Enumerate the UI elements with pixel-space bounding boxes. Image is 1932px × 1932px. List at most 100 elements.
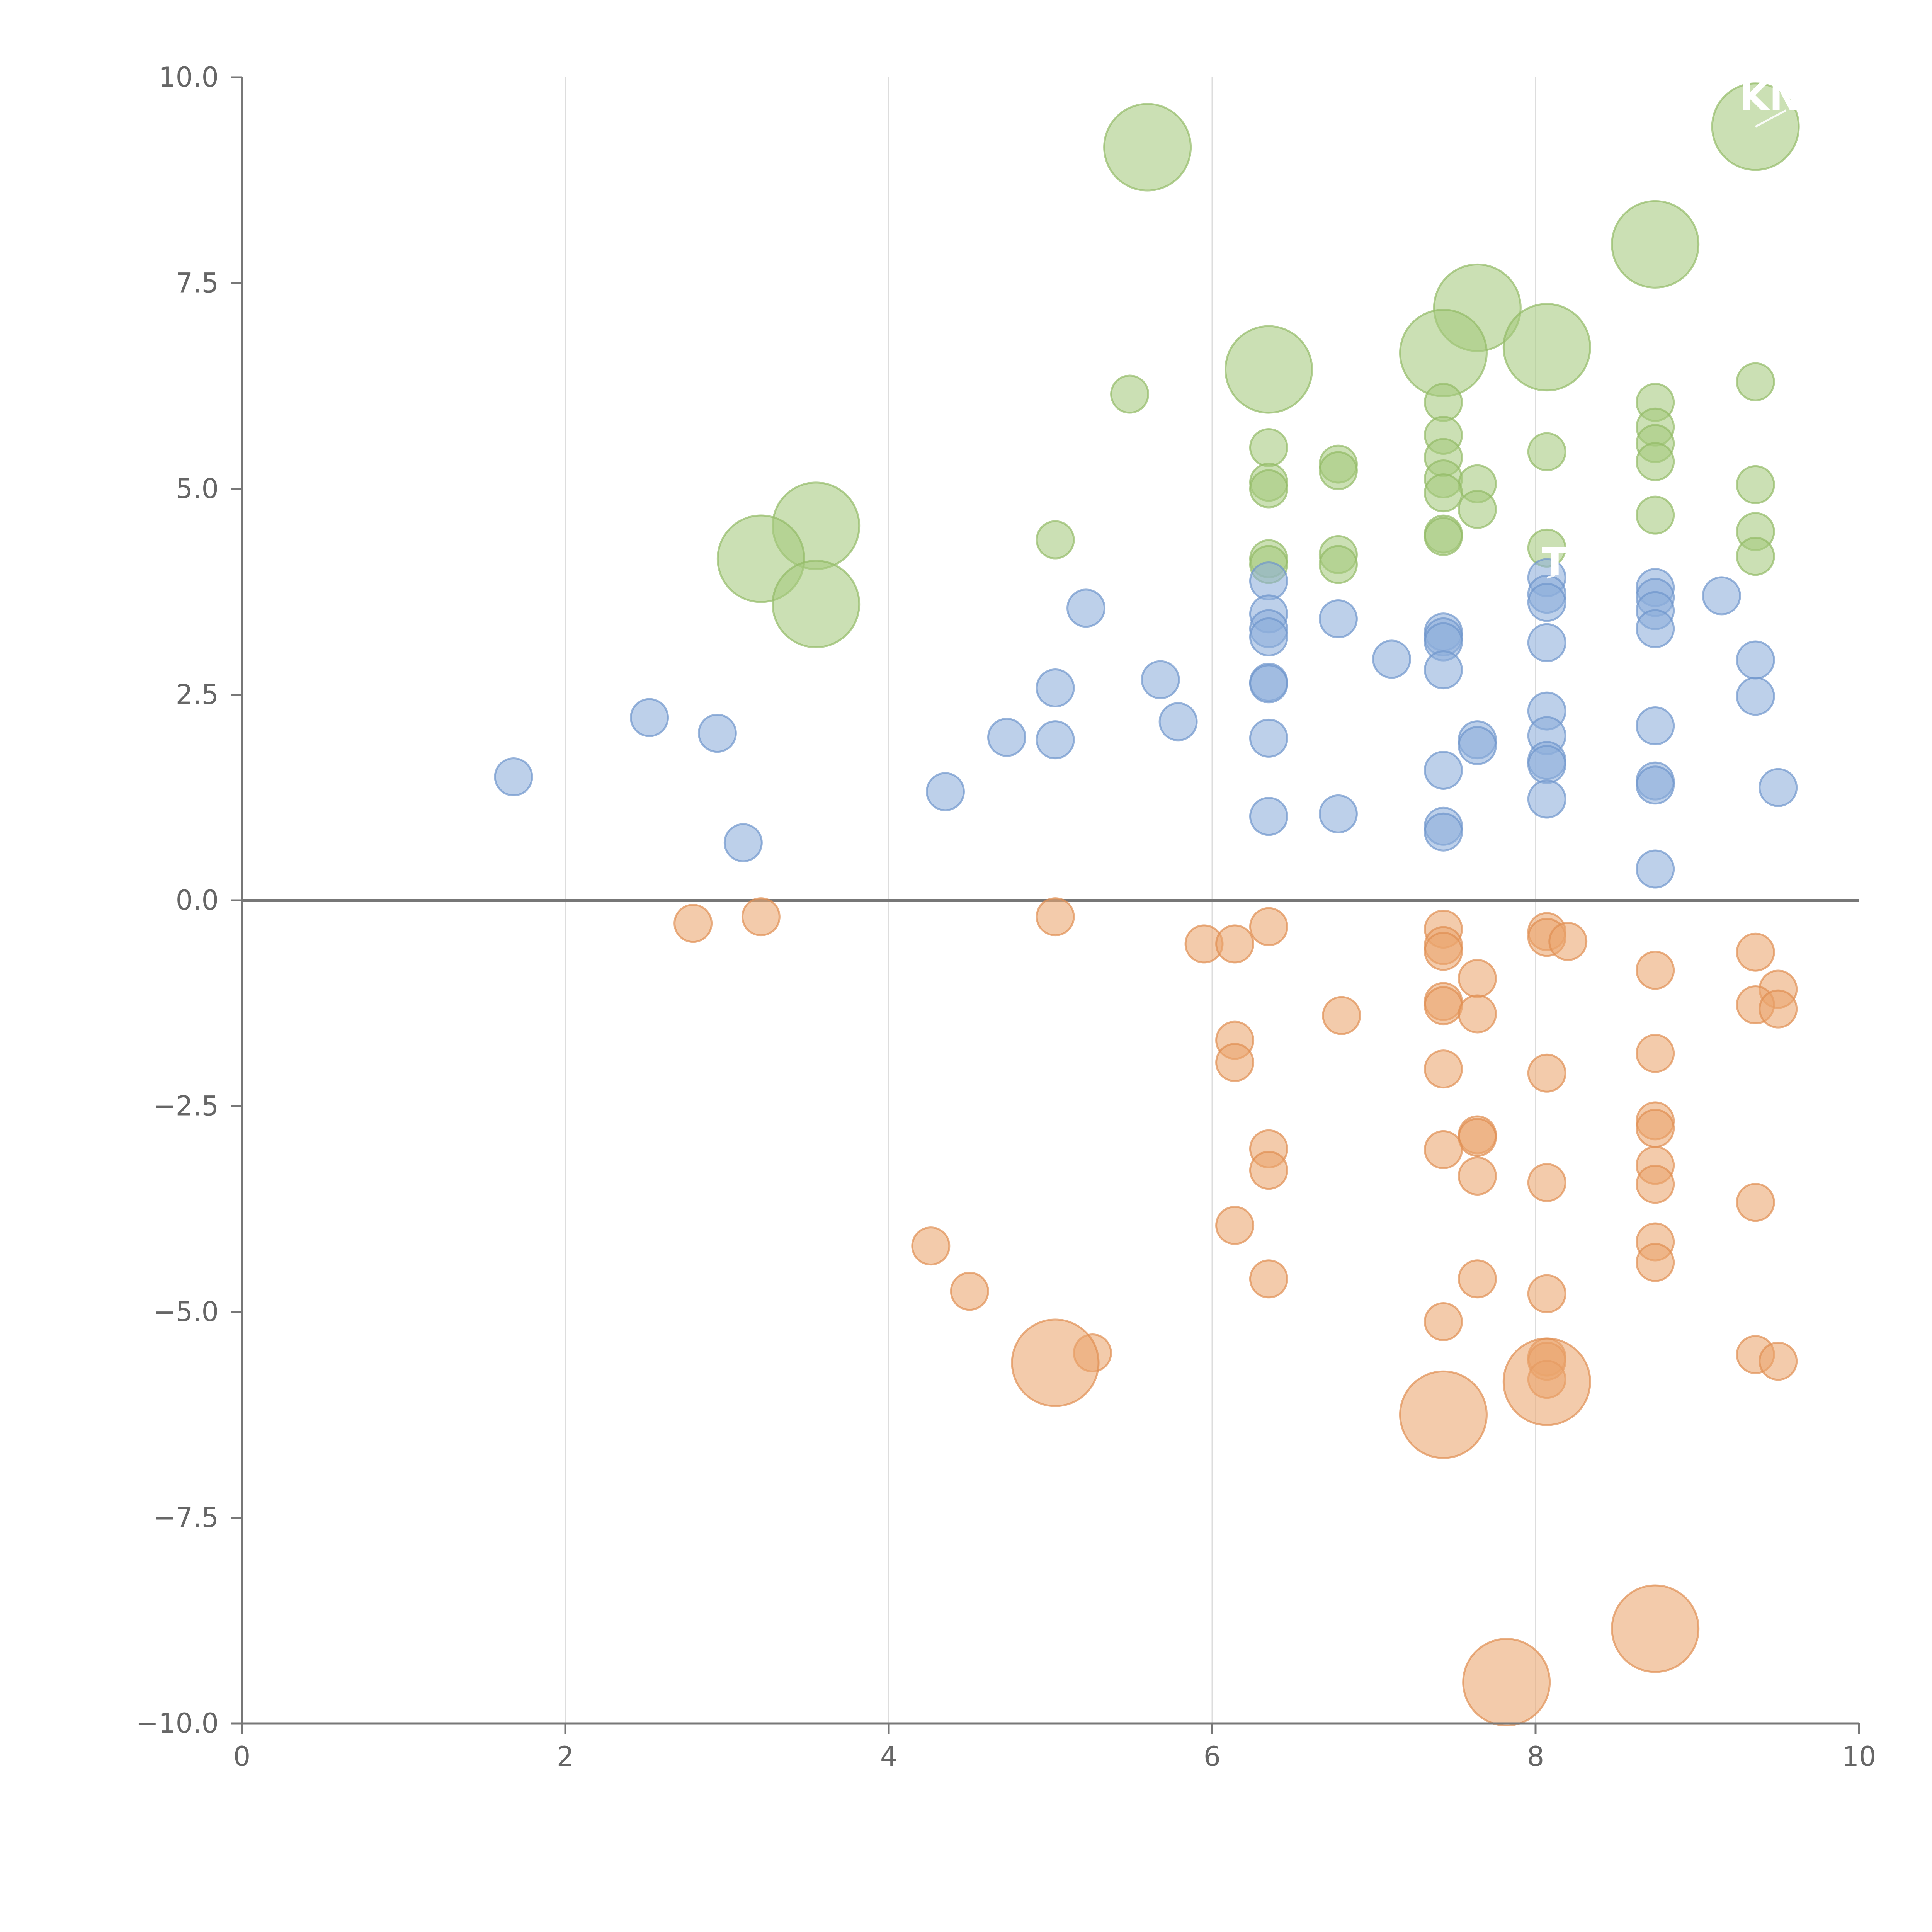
bubble-orange-54 xyxy=(1011,1318,1100,1407)
bubble-blue-18 xyxy=(1372,639,1412,679)
bubble-orange-7 xyxy=(1548,922,1588,961)
bubble-orange-1 xyxy=(741,897,781,937)
annotation-leader-1 xyxy=(1546,574,1555,579)
bubble-blue-7 xyxy=(1066,588,1106,628)
bubble-blue-36 xyxy=(1458,726,1497,765)
x-tick-label-1: 2 xyxy=(557,1741,574,1772)
bubble-layer xyxy=(494,82,1800,1726)
bubble-orange-42 xyxy=(1636,1243,1675,1282)
bubble-green-11 xyxy=(1736,362,1775,401)
bubble-orange-45 xyxy=(950,1272,989,1311)
bubble-orange-28 xyxy=(1636,1109,1675,1148)
bubble-orange-43 xyxy=(1249,1259,1288,1299)
bubble-blue-24 xyxy=(1036,668,1075,707)
bubble-orange-25 xyxy=(1423,1049,1463,1089)
bubble-green-20 xyxy=(1636,442,1675,481)
bubble-orange-41 xyxy=(911,1226,951,1266)
bubble-orange-0 xyxy=(673,904,713,943)
bubble-blue-25 xyxy=(1736,677,1775,716)
bubble-green-34 xyxy=(1036,520,1075,560)
x-tick-label-4: 8 xyxy=(1527,1741,1544,1772)
bubble-green-9 xyxy=(772,560,861,648)
bubble-orange-35 xyxy=(1458,1156,1497,1196)
bubble-green-30 xyxy=(1636,495,1675,535)
bubble-orange-20 xyxy=(1458,994,1497,1034)
bubble-green-26 xyxy=(1736,465,1775,504)
x-tick-label-2: 4 xyxy=(880,1741,898,1772)
bubble-orange-21 xyxy=(1322,996,1361,1035)
bubble-green-2 xyxy=(1611,200,1700,289)
bubble-orange-56 xyxy=(1399,1370,1488,1459)
y-tick-label-8: −10.0 xyxy=(136,1708,219,1739)
bubble-blue-23 xyxy=(1249,664,1288,704)
bubble-orange-24 xyxy=(1215,1043,1255,1082)
y-tick-label-2: 5.0 xyxy=(176,473,219,505)
y-tick-label-6: −5.0 xyxy=(153,1296,219,1328)
bubble-orange-32 xyxy=(1423,1130,1463,1169)
bubble-blue-49 xyxy=(1423,812,1463,852)
bubble-orange-30 xyxy=(1458,1117,1497,1157)
annotation-label-0: KNG xyxy=(1739,74,1833,119)
axis-layer: 0 2 4 6 8 10 10.0 7.5 5.0 2.5 0.0 −2.5 −5.0 −7.5 −10.0 xyxy=(136,61,1876,1772)
bubble-orange-36 xyxy=(1527,1163,1566,1202)
bubble-blue-44 xyxy=(925,772,965,811)
bubble-orange-26 xyxy=(1527,1053,1566,1093)
y-tick-label-0: 10.0 xyxy=(158,61,219,93)
bubble-blue-42 xyxy=(1636,765,1675,805)
bubble-orange-44 xyxy=(1458,1259,1497,1299)
bubble-orange-2 xyxy=(1036,897,1075,937)
annotation-leader-0 xyxy=(1755,109,1787,128)
bubble-blue-34 xyxy=(1036,720,1075,760)
bubble-green-40 xyxy=(1318,545,1358,584)
bubble-orange-14 xyxy=(1458,959,1497,998)
bubble-orange-17 xyxy=(1423,986,1463,1026)
bubble-green-37 xyxy=(1736,537,1775,576)
bubble-blue-19 xyxy=(1736,640,1775,680)
bubble-blue-51 xyxy=(1636,849,1675,889)
x-tick-label-5: 10 xyxy=(1842,1741,1876,1772)
bubble-green-28 xyxy=(1423,473,1463,513)
bubble-blue-0 xyxy=(1249,561,1288,601)
bubble-blue-28 xyxy=(1158,702,1198,742)
bubble-blue-32 xyxy=(987,718,1027,757)
x-tick-label-3: 6 xyxy=(1204,1741,1221,1772)
bubble-orange-37 xyxy=(1636,1165,1675,1204)
bubble-blue-29 xyxy=(1636,706,1675,745)
bubble-orange-39 xyxy=(1215,1206,1255,1245)
bubble-green-10 xyxy=(1110,374,1150,414)
bubble-blue-10 xyxy=(1318,599,1358,639)
bubble-orange-23 xyxy=(1636,1034,1675,1073)
bubble-blue-47 xyxy=(1249,797,1288,836)
bubble-blue-21 xyxy=(1141,660,1180,699)
bubble-green-29 xyxy=(1458,490,1497,529)
bubble-blue-17 xyxy=(1527,623,1566,662)
bubble-orange-52 xyxy=(1759,1342,1798,1381)
bubble-blue-5 xyxy=(1702,576,1741,616)
bubble-orange-55 xyxy=(1502,1337,1591,1426)
bubble-blue-43 xyxy=(1759,768,1798,807)
bubble-blue-45 xyxy=(1527,779,1566,819)
bubble-orange-34 xyxy=(1249,1151,1288,1190)
x-tick-label-0: 0 xyxy=(233,1741,251,1772)
bubble-orange-38 xyxy=(1736,1183,1775,1222)
y-tick-label-3: 2.5 xyxy=(176,679,219,711)
bubble-orange-12 xyxy=(1736,932,1775,972)
y-tick-label-5: −2.5 xyxy=(153,1090,219,1122)
bubble-orange-19 xyxy=(1759,989,1798,1029)
bubble-orange-58 xyxy=(1462,1638,1551,1726)
bubble-orange-46 xyxy=(1527,1274,1566,1313)
bubble-green-1 xyxy=(1103,103,1192,192)
bubble-orange-57 xyxy=(1611,1584,1700,1673)
bubble-blue-20 xyxy=(1423,650,1463,690)
bubble-green-6 xyxy=(1224,325,1313,414)
bubble-blue-38 xyxy=(1527,745,1566,784)
y-tick-label-7: −7.5 xyxy=(153,1502,219,1534)
bubble-blue-46 xyxy=(1318,794,1358,833)
bubble-orange-9 xyxy=(1215,924,1255,964)
bubble-green-22 xyxy=(1318,451,1358,490)
bubble-green-4 xyxy=(1502,303,1591,392)
bubble-orange-11 xyxy=(1423,932,1463,971)
bubble-blue-30 xyxy=(697,714,737,753)
